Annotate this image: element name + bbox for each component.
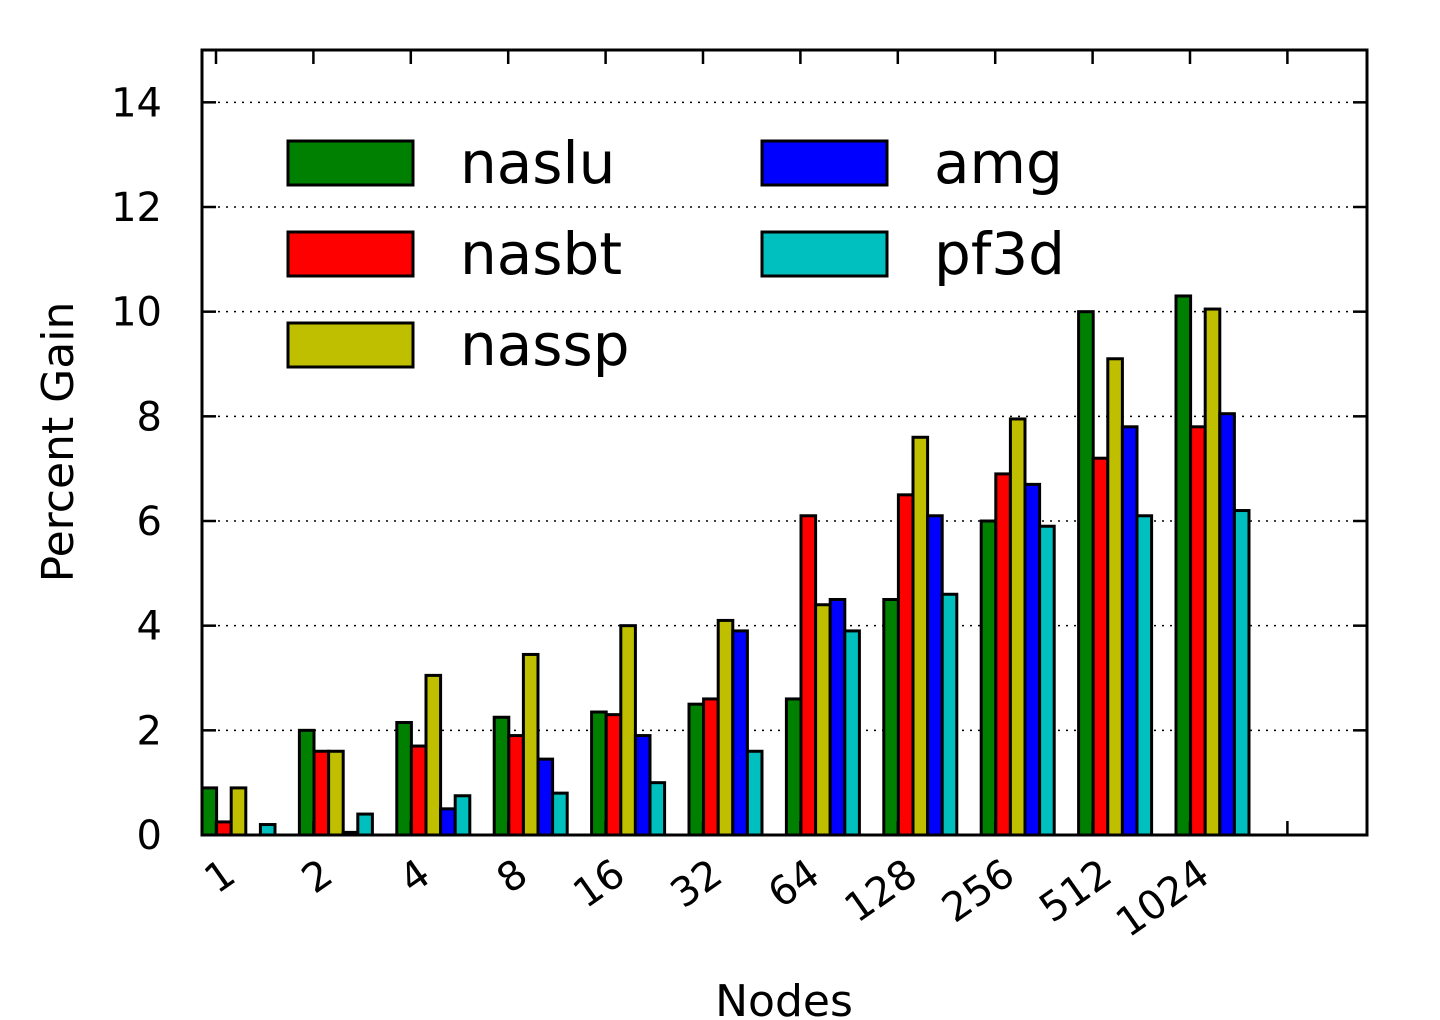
bar-naslu-2 xyxy=(297,728,316,837)
bar-amg-128 xyxy=(926,514,944,837)
bar-pf3d-16 xyxy=(648,781,667,837)
x-tick-label: 512 xyxy=(1031,851,1120,932)
bar-nassp-128 xyxy=(911,435,930,837)
bar-naslu-64 xyxy=(784,697,803,837)
bar-pf3d-8 xyxy=(551,791,569,837)
y-tick-label: 8 xyxy=(137,394,162,440)
x-tick-label: 8 xyxy=(489,851,536,903)
bar-nassp-1024 xyxy=(1203,307,1222,837)
bar-nassp-2 xyxy=(327,749,345,837)
y-axis-title: Percent Gain xyxy=(33,302,84,583)
bar-pf3d-1024 xyxy=(1232,509,1251,837)
bar-nassp-16 xyxy=(619,624,637,837)
bar-amg-32 xyxy=(731,629,749,837)
y-tick-label: 2 xyxy=(137,708,162,754)
legend-swatch-nasbt xyxy=(286,230,415,278)
y-tick-labels: 0 2 4 6 8 10 12 14 xyxy=(111,80,162,859)
bar-nassp-256 xyxy=(1008,417,1027,837)
bar-nasbt-64 xyxy=(799,514,818,837)
bar-nasbt-8 xyxy=(507,734,525,837)
bar-pf3d-256 xyxy=(1038,524,1056,837)
x-tick-label: 1 xyxy=(197,851,244,903)
bar-nasbt-1024 xyxy=(1189,425,1207,837)
legend-swatch-pf3d xyxy=(760,230,889,278)
bar-naslu-16 xyxy=(590,710,608,837)
bar-nasbt-512 xyxy=(1091,456,1110,837)
bar-nassp-1 xyxy=(229,786,248,837)
bar-pf3d-64 xyxy=(843,629,861,837)
bars xyxy=(200,294,1251,837)
x-tick-label: 16 xyxy=(565,851,633,918)
legend: naslu nasbt nassp amg pf3d xyxy=(286,129,1065,379)
x-tick-label: 256 xyxy=(934,851,1023,932)
legend-label-nassp: nassp xyxy=(460,311,630,379)
bar-nasbt-4 xyxy=(409,744,428,837)
bar-amg-4 xyxy=(439,807,457,837)
bar-nassp-512 xyxy=(1106,357,1124,837)
bar-nassp-32 xyxy=(716,618,735,837)
bar-naslu-1024 xyxy=(1174,294,1193,837)
bar-nasbt-32 xyxy=(702,697,720,837)
ticks xyxy=(202,50,1367,837)
y-tick-label: 14 xyxy=(111,80,162,126)
bar-pf3d-512 xyxy=(1135,514,1154,837)
bar-naslu-32 xyxy=(687,702,706,837)
y-tick-label: 0 xyxy=(137,813,162,859)
x-axis-title: Nodes xyxy=(715,976,853,1020)
bar-pf3d-4 xyxy=(453,794,472,837)
legend-swatch-amg xyxy=(760,139,889,187)
legend-label-nasbt: nasbt xyxy=(460,220,622,288)
bar-nassp-4 xyxy=(424,673,443,837)
y-tick-label: 12 xyxy=(111,185,162,231)
bar-pf3d-1 xyxy=(258,823,277,837)
bar-amg-1024 xyxy=(1218,412,1236,837)
plot-frame xyxy=(200,48,1369,837)
bar-naslu-512 xyxy=(1077,310,1095,837)
bar-naslu-4 xyxy=(395,720,413,837)
x-tick-label: 4 xyxy=(391,851,438,903)
bar-naslu-256 xyxy=(979,519,998,837)
bar-amg-8 xyxy=(536,757,555,837)
bar-amg-512 xyxy=(1120,425,1139,837)
bar-nasbt-1 xyxy=(215,820,233,837)
legend-label-amg: amg xyxy=(934,129,1063,197)
x-tick-label: 128 xyxy=(837,851,926,932)
legend-swatch-nassp xyxy=(286,321,415,369)
bar-naslu-8 xyxy=(492,715,511,837)
bar-pf3d-2 xyxy=(356,812,374,837)
y-tick-label: 10 xyxy=(111,290,162,336)
legend-label-naslu: naslu xyxy=(460,129,615,197)
bar-nasbt-128 xyxy=(896,493,915,837)
bar-amg-16 xyxy=(633,734,652,837)
bar-pf3d-128 xyxy=(940,592,959,837)
bar-amg-64 xyxy=(828,598,847,837)
bar-nassp-8 xyxy=(521,652,540,837)
bar-amg-256 xyxy=(1023,482,1042,837)
bar-naslu-1 xyxy=(200,786,219,837)
bar-naslu-128 xyxy=(882,598,900,837)
x-tick-label: 2 xyxy=(294,851,341,903)
x-tick-label: 32 xyxy=(663,851,731,918)
x-tick-label: 1024 xyxy=(1108,851,1218,947)
x-tick-label: 64 xyxy=(760,851,828,918)
bar-pf3d-32 xyxy=(745,749,764,837)
y-tick-label: 4 xyxy=(137,604,162,650)
bar-nassp-64 xyxy=(814,603,832,837)
legend-label-pf3d: pf3d xyxy=(934,220,1065,288)
bar-nasbt-2 xyxy=(312,749,331,837)
legend-swatch-naslu xyxy=(286,139,415,187)
bar-nasbt-16 xyxy=(604,713,623,837)
bar-nasbt-256 xyxy=(994,472,1012,837)
y-tick-label: 6 xyxy=(137,499,162,545)
